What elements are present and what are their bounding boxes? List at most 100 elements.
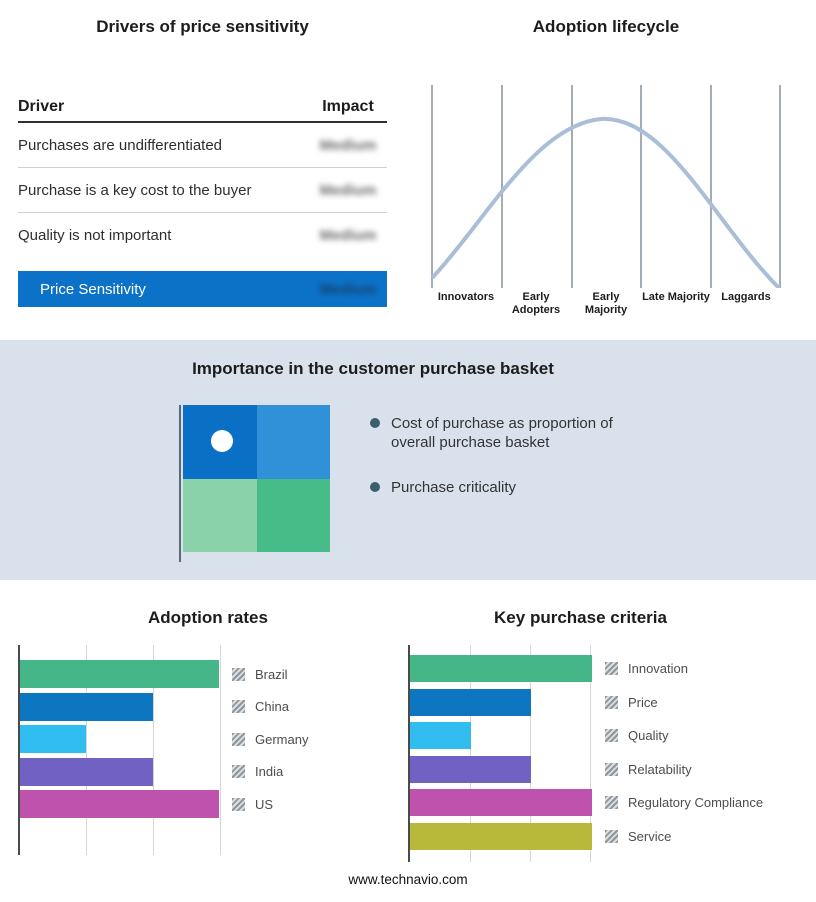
stage-label: Innovators [437, 291, 495, 303]
adoption-rates-plot [18, 645, 221, 855]
price-sensitivity-summary-row: Price Sensitivity Medium [18, 271, 387, 307]
legend-swatch-icon [232, 732, 245, 746]
basket-bullet-list: Cost of purchase as proportion of overal… [370, 414, 634, 523]
legend-item: Relatability [605, 756, 763, 783]
driver-label: Purchases are undifferentiated [18, 136, 223, 154]
adoption-rates-title: Adoption rates [148, 608, 268, 627]
stage-label: Laggards [721, 291, 771, 303]
gridline [470, 645, 471, 862]
legend-swatch-icon [232, 797, 245, 811]
legend-label: India [255, 764, 284, 779]
impact-value-blurred: Medium [319, 280, 377, 298]
gridline [501, 85, 503, 288]
legend-label: Regulatory Compliance [628, 795, 764, 810]
legend-swatch-icon [232, 765, 245, 778]
gridline [571, 85, 573, 288]
legend-swatch-icon [232, 667, 245, 681]
gridline [710, 85, 712, 288]
impact-value-blurred: Medium [319, 227, 377, 244]
gridline [153, 645, 154, 855]
legend-label: Brazil [255, 666, 288, 682]
legend-label: Germany [255, 731, 309, 747]
footer-url: www.technavio.com [348, 872, 468, 887]
gridline [590, 645, 591, 862]
bar-price [410, 688, 532, 716]
bar-china [20, 692, 153, 721]
quadrant-marker-dot [211, 430, 233, 452]
legend-label: Price [628, 694, 658, 710]
bar-relatability [410, 755, 532, 783]
table-row: Quality is not important Medium [18, 213, 387, 258]
bullet-item: Purchase criticality [370, 478, 634, 497]
impact-value-blurred: Medium [319, 181, 377, 199]
bar-group [410, 655, 592, 856]
driver-label: Purchase is a key cost to the buyer [18, 181, 252, 199]
table-row: Purchases are undifferentiated Medium [18, 123, 387, 168]
legend-swatch-icon [232, 700, 245, 713]
legend-item: Germany [232, 725, 308, 753]
legend-item: Quality [605, 722, 763, 749]
gridline [220, 645, 221, 855]
bar-quality [410, 722, 471, 749]
quadrant-cell-top-right [256, 405, 330, 479]
legend-swatch-icon [605, 695, 618, 709]
adoption-lifecycle-panel: Adoption lifecycle Innovators Early Adop… [431, 16, 781, 317]
lifecycle-chart [431, 85, 781, 288]
legend-label: US [255, 796, 274, 812]
quadrant-cell-bottom-right [256, 478, 330, 552]
table-header: Driver Impact [18, 92, 387, 123]
stage-label: Late Majority [642, 291, 710, 303]
legend-swatch-icon [605, 729, 618, 742]
quadrant-chart [179, 405, 330, 562]
bar-germany [20, 725, 87, 753]
legend-item: Service [605, 823, 763, 850]
bar-service [410, 822, 592, 850]
drivers-title: Drivers of price sensitivity [96, 17, 309, 36]
legend-swatch-icon [605, 829, 618, 843]
legend-label: Innovation [628, 661, 688, 676]
gridline [431, 85, 433, 288]
legend-label: China [255, 699, 289, 714]
lifecycle-stage-labels: Innovators Early Adopters Early Majority… [431, 291, 781, 317]
drivers-panel: Drivers of price sensitivity Driver Impa… [18, 16, 387, 307]
quadrant-cell-bottom-left [183, 478, 257, 552]
bar-regulatory-compliance [410, 789, 592, 816]
summary-label: Price Sensitivity [40, 280, 146, 298]
adoption-rates-legend: Brazil China Germany India US [232, 660, 308, 823]
bar-group [20, 660, 219, 823]
legend-item: Price [605, 689, 763, 716]
legend-item: Innovation [605, 655, 763, 682]
stage-label: Early Adopters [511, 291, 561, 316]
bar-innovation [410, 655, 592, 682]
stage-label: Early Majority [584, 291, 628, 316]
key-purchase-criteria-plot [408, 645, 592, 862]
key-purchase-criteria-legend: Innovation Price Quality Relatability Re… [605, 655, 763, 856]
gridline [640, 85, 642, 288]
driver-label: Quality is not important [18, 227, 172, 244]
table-row: Purchase is a key cost to the buyer Medi… [18, 168, 387, 213]
gridline [779, 85, 781, 288]
bottom-charts-section: Adoption rates Brazil China Germany Indi… [0, 580, 816, 902]
lifecycle-title: Adoption lifecycle [532, 17, 680, 36]
legend-item: US [232, 790, 308, 818]
bullet-item: Cost of purchase as proportion of overal… [370, 414, 634, 452]
legend-item: India [232, 758, 308, 786]
legend-label: Relatability [628, 761, 692, 777]
legend-label: Quality [628, 728, 669, 743]
bar-india [20, 757, 153, 786]
column-header-driver: Driver [18, 97, 65, 115]
gridline [530, 645, 531, 862]
legend-item: Regulatory Compliance [605, 789, 763, 816]
impact-value-blurred: Medium [319, 136, 377, 154]
purchase-basket-section: Importance in the customer purchase bask… [0, 340, 816, 580]
key-purchase-criteria-title: Key purchase criteria [494, 608, 667, 627]
bar-us [20, 790, 219, 818]
quadrant-axis [179, 405, 181, 562]
column-header-impact: Impact [322, 97, 374, 115]
bar-brazil [20, 660, 219, 688]
legend-swatch-icon [605, 662, 618, 675]
bell-curve [431, 116, 781, 288]
gridline [86, 645, 87, 855]
basket-title: Importance in the customer purchase bask… [192, 359, 554, 378]
